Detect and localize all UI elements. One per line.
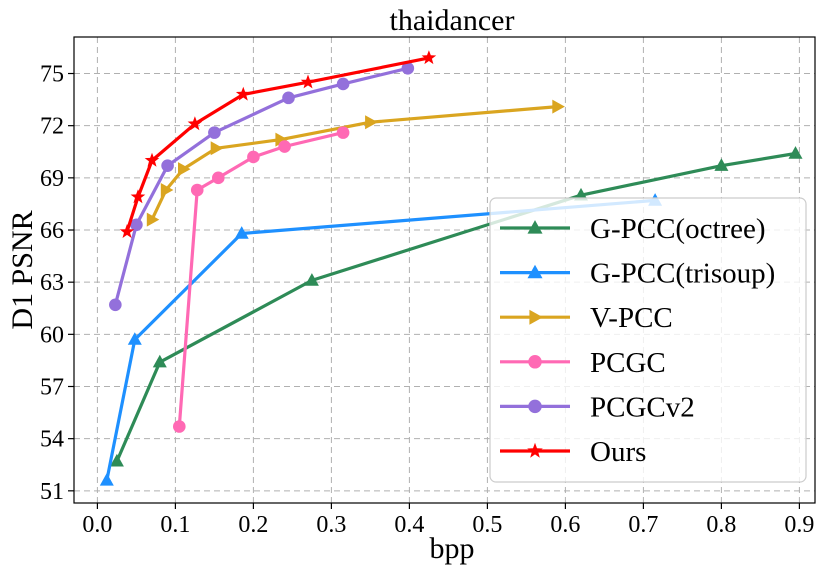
- x-tick-label: 0.7: [628, 512, 658, 538]
- y-tick-label: 66: [40, 218, 64, 244]
- plot-frame: [73, 36, 816, 504]
- data-point-g-pcc-trisoup: [99, 473, 114, 486]
- data-point-v-pcc: [146, 212, 160, 227]
- x-tick-label: 0.9: [784, 512, 814, 538]
- data-point-g-pcc-octree: [152, 354, 167, 368]
- x-tick-label: 0.6: [550, 512, 580, 538]
- legend-item-v-pcc: V-PCC: [500, 302, 673, 334]
- y-tick-label: 51: [40, 479, 64, 505]
- legend-label: G-PCC(trisoup): [590, 258, 775, 290]
- y-tick-label: 72: [40, 114, 64, 140]
- legend-marker: [527, 264, 543, 279]
- series-pcgcv2: [109, 61, 415, 312]
- legend-marker: [528, 399, 542, 414]
- y-tick-label: 63: [40, 270, 64, 296]
- chart-title: thaidancer: [390, 4, 515, 37]
- legend: G-PCC(octree) G-PCC(trisoup) V-PCC PCGC PCGC…: [489, 197, 807, 483]
- x-tick-label: 0.2: [238, 512, 268, 538]
- series-pcgc: [173, 126, 350, 433]
- series-ours: [119, 50, 437, 238]
- legend-item-ours: Ours: [500, 436, 646, 468]
- series-line-pcgc: [177, 131, 344, 427]
- legend-label: Ours: [590, 436, 646, 468]
- data-point-ours: [144, 152, 160, 167]
- data-point-v-pcc: [365, 115, 378, 130]
- data-point-pcgc: [336, 126, 350, 139]
- x-tick-label: 0.4: [394, 512, 424, 538]
- legend-marker: [527, 442, 543, 458]
- data-point-pcgcv2: [130, 218, 143, 232]
- legend-item-g-pcc-octree: G-PCC(octree): [500, 213, 766, 245]
- series-v-pcc: [146, 99, 565, 227]
- data-point-pcgcv2: [282, 91, 295, 105]
- data-point-v-pcc: [178, 162, 191, 177]
- x-axis-label: bpp: [430, 532, 475, 565]
- legend-box: [489, 197, 807, 483]
- data-point-v-pcc: [552, 99, 565, 114]
- x-tick-label: 0.3: [316, 512, 346, 538]
- series-lines: [99, 50, 803, 486]
- data-point-v-pcc: [160, 183, 174, 197]
- data-point-pcgc: [190, 183, 204, 197]
- y-tick-label: 60: [40, 322, 64, 348]
- legend-item-pcgcv2: PCGCv2: [500, 391, 695, 423]
- legend-marker: [529, 309, 543, 325]
- data-point-g-pcc-trisoup: [234, 226, 249, 239]
- series-g-pcc-octree: [109, 146, 803, 467]
- legend-label: PCGCv2: [590, 391, 695, 423]
- legend-marker: [527, 220, 543, 234]
- series-line-pcgcv2: [113, 66, 409, 306]
- y-axis-label: D1 PSNR: [6, 210, 39, 329]
- x-tick-label: 0.8: [706, 512, 736, 538]
- data-point-pcgc: [212, 171, 225, 185]
- data-point-ours: [421, 50, 437, 65]
- y-tick-label: 57: [40, 375, 64, 401]
- y-axis-ticks: 51 54 57 60 63 66 69 72 75: [40, 62, 74, 505]
- data-point-g-pcc-octree: [788, 146, 803, 159]
- data-point-g-pcc-octree: [304, 273, 319, 286]
- x-tick-label: 0.0: [82, 512, 112, 538]
- x-axis-ticks: 0.0 0.1 0.2 0.3 0.4 0.5 0.6 0.7 0.8 0.9: [82, 503, 814, 538]
- legend-label: V-PCC: [590, 302, 673, 334]
- data-point-pcgc: [247, 150, 260, 164]
- y-tick-label: 54: [40, 427, 64, 453]
- series-line-g-pcc-trisoup: [105, 198, 656, 481]
- data-point-g-pcc-trisoup: [127, 332, 142, 345]
- legend-label: G-PCC(octree): [590, 213, 766, 245]
- y-tick-label: 69: [40, 166, 64, 192]
- data-point-g-pcc-octree: [109, 453, 124, 467]
- legend-item-pcgc: PCGC: [500, 347, 666, 379]
- x-tick-label: 0.5: [472, 512, 502, 538]
- data-point-ours: [300, 74, 316, 89]
- data-point-pcgcv2: [161, 159, 174, 172]
- data-point-ours: [130, 189, 146, 204]
- series-line-g-pcc-octree: [115, 151, 796, 462]
- legend-label: PCGC: [590, 347, 666, 379]
- y-tick-label: 75: [40, 62, 64, 88]
- legend-marker: [528, 355, 542, 369]
- data-point-pcgcv2: [336, 77, 350, 91]
- data-point-pcgc: [173, 420, 186, 433]
- data-point-g-pcc-octree: [714, 158, 729, 171]
- data-point-pcgcv2: [109, 298, 122, 312]
- data-point-pcgcv2: [401, 61, 415, 75]
- data-point-ours: [187, 116, 203, 131]
- data-point-ours: [119, 224, 135, 238]
- data-point-v-pcc: [210, 141, 224, 156]
- x-tick-label: 0.1: [160, 512, 190, 538]
- data-point-v-pcc: [275, 132, 289, 147]
- data-point-pcgc: [278, 140, 291, 153]
- legend-item-g-pcc-trisoup: G-PCC(trisoup): [500, 258, 775, 290]
- data-point-ours: [235, 86, 251, 101]
- data-point-g-pcc-octree: [574, 187, 588, 201]
- data-point-pcgcv2: [208, 126, 221, 139]
